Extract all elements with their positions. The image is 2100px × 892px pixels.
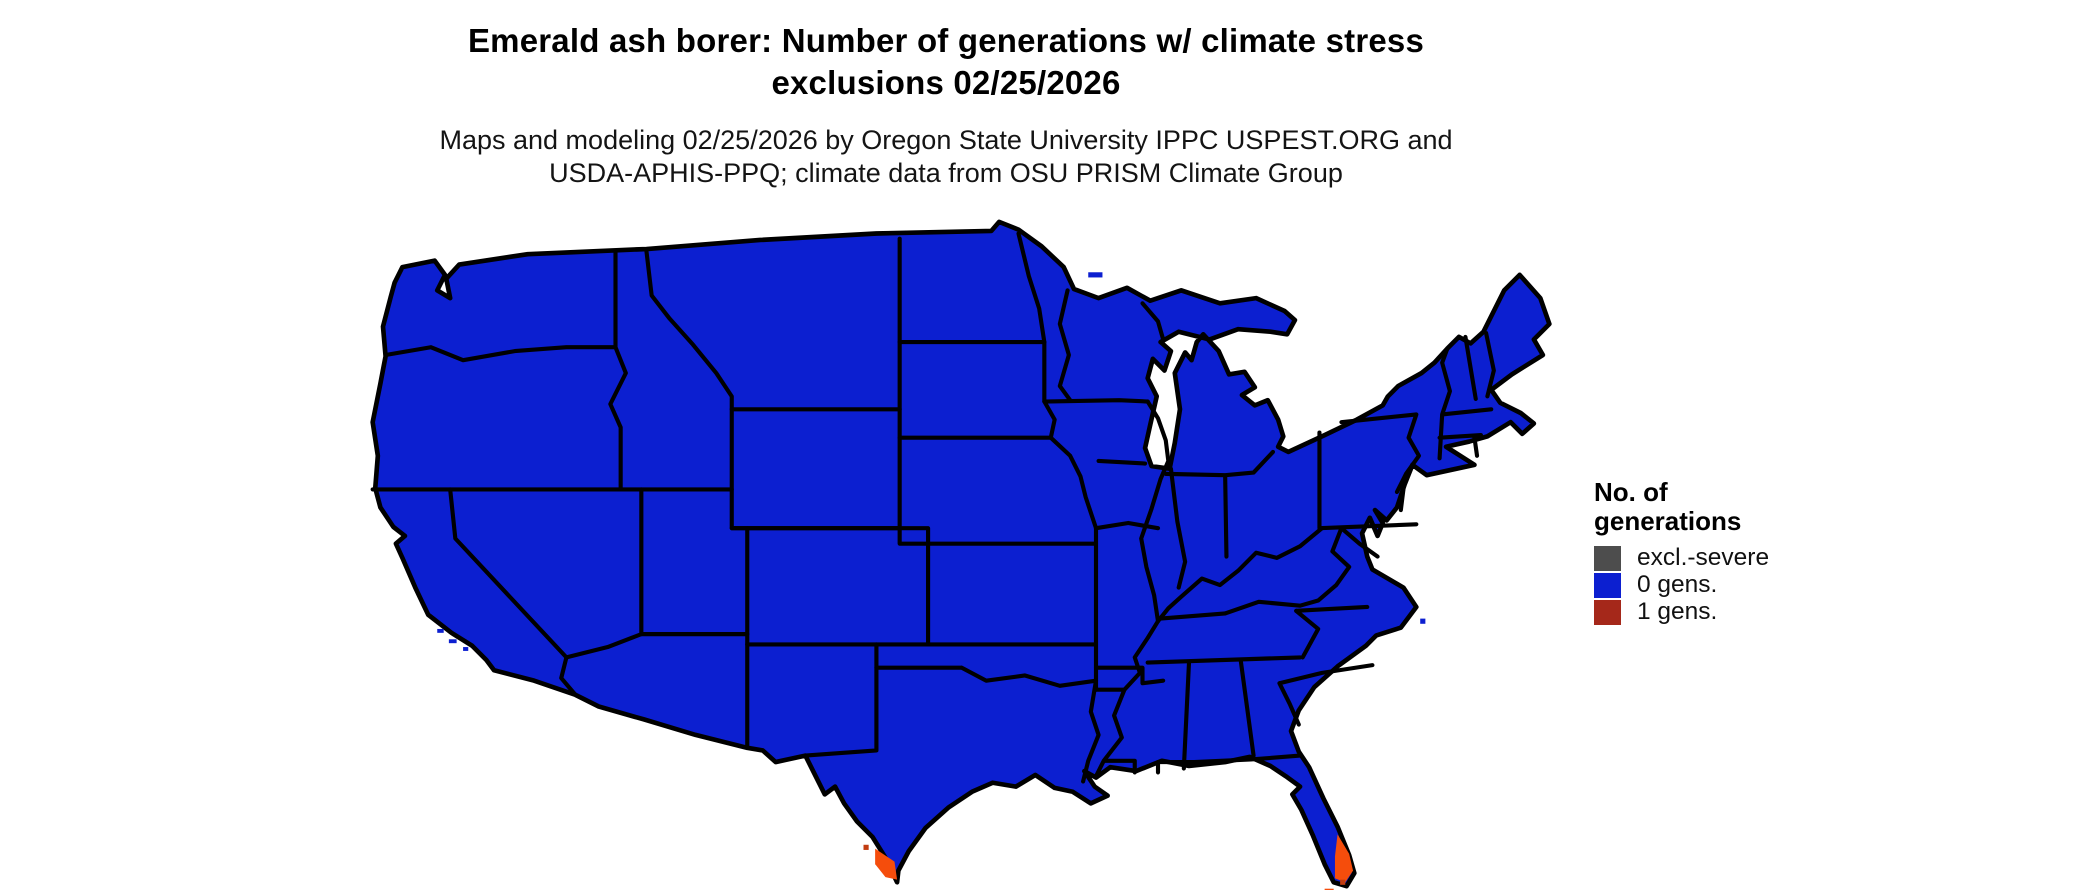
legend-swatch-0-gens xyxy=(1594,572,1621,598)
subtitle-line-1: Maps and modeling 02/25/2026 by Oregon S… xyxy=(439,125,1453,155)
highlight-south-texas xyxy=(863,844,898,880)
legend-swatch-excl-severe xyxy=(1594,545,1621,571)
page-title-line-1: Emerald ash borer: Number of generations… xyxy=(467,22,1425,59)
map-header: Emerald ash borer: Number of generations… xyxy=(346,20,1546,190)
coastal-islands xyxy=(437,272,1426,651)
page-title-line-2: exclusions 02/25/2026 xyxy=(771,64,1121,101)
florida-keys-dots xyxy=(1324,888,1334,890)
us-map-container xyxy=(321,218,1561,890)
legend-item-excl-severe: excl.-severe xyxy=(1594,544,1854,571)
map-subtitle: Maps and modeling 02/25/2026 by Oregon S… xyxy=(346,124,1546,190)
legend-rows: excl.-severe 0 gens. 1 gens. xyxy=(1594,544,1854,625)
legend: No. of generations excl.-severe 0 gens. … xyxy=(1594,478,1854,626)
legend-swatch-1-gens xyxy=(1594,599,1621,625)
legend-label: 1 gens. xyxy=(1637,598,1718,625)
legend-title-line-1: No. of xyxy=(1594,477,1668,507)
us-map xyxy=(370,219,1552,890)
legend-title: No. of generations xyxy=(1594,478,1854,536)
state-borders xyxy=(370,231,1496,784)
highlight-south-florida xyxy=(1324,834,1354,890)
legend-label: excl.-severe xyxy=(1637,544,1770,571)
legend-item-1-gens: 1 gens. xyxy=(1594,598,1854,625)
legend-label: 0 gens. xyxy=(1637,571,1718,598)
legend-title-line-2: generations xyxy=(1594,506,1742,536)
subtitle-line-2: USDA-APHIS-PPQ; climate data from OSU PR… xyxy=(549,158,1343,188)
legend-item-0-gens: 0 gens. xyxy=(1594,571,1854,598)
